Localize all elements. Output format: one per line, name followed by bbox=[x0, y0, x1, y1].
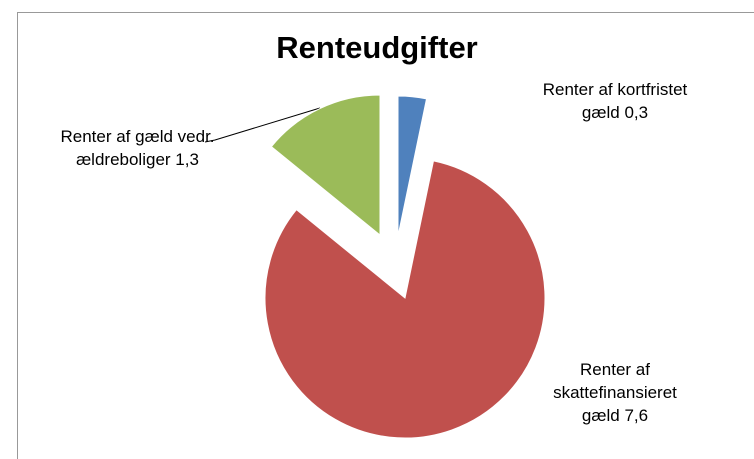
category-label: Renter af kortfristet gæld bbox=[542, 80, 688, 122]
category-label: Renter af skattefinansieret gæld bbox=[553, 360, 677, 425]
pie-slice bbox=[264, 160, 546, 439]
slice-label: Renter af skattefinansieret gæld 7,6 bbox=[545, 358, 685, 427]
pie-slice bbox=[270, 94, 381, 237]
slice-label: Renter af kortfristet gæld 0,3 bbox=[540, 78, 690, 124]
value-label: 0,3 bbox=[624, 103, 649, 122]
chart-title: Renteudgifter bbox=[276, 30, 478, 65]
value-label: 7,6 bbox=[624, 406, 649, 425]
leader-line bbox=[204, 107, 321, 143]
slice-label: Renter af gæld vedr. ældreboliger 1,3 bbox=[60, 125, 215, 171]
category-label: Renter af gæld vedr. ældreboliger bbox=[60, 127, 215, 169]
pie-slice bbox=[397, 95, 428, 237]
value-label: 1,3 bbox=[175, 150, 199, 169]
